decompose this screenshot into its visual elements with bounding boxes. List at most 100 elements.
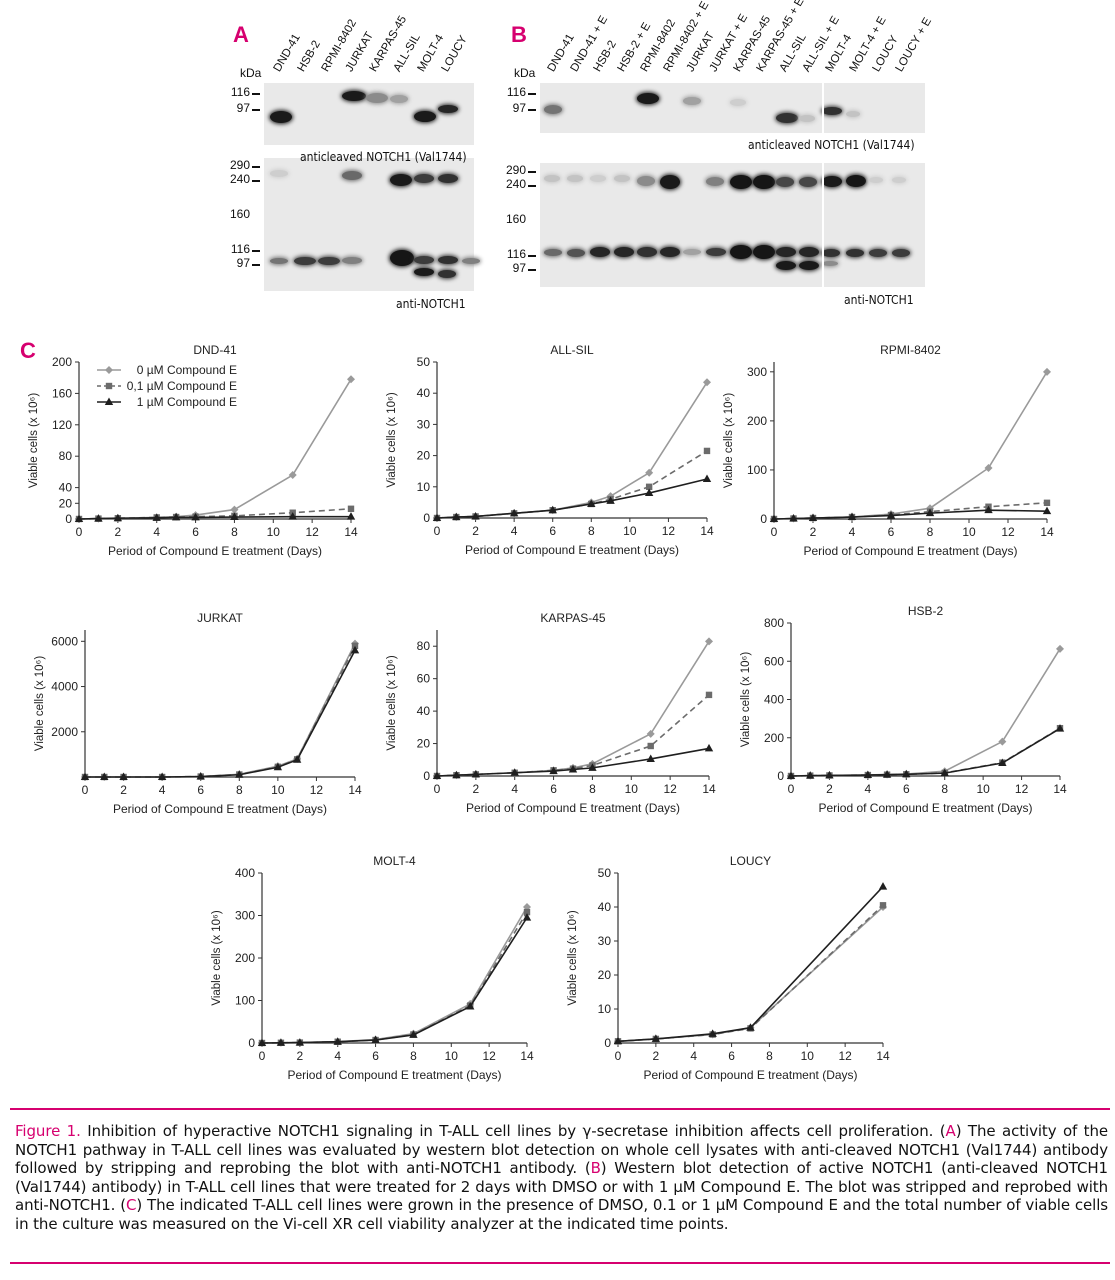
data-point	[191, 512, 200, 521]
x-tick-label: 12	[838, 1049, 852, 1063]
series-line	[85, 645, 356, 778]
figure-label: Figure 1.	[15, 1122, 81, 1140]
data-point	[984, 463, 993, 472]
data-point	[466, 1001, 475, 1010]
series-line	[790, 648, 1061, 777]
data-point	[825, 770, 834, 779]
protein-band	[613, 175, 630, 182]
data-point	[646, 729, 655, 738]
x-tick-label: 10	[271, 783, 285, 797]
x-tick-label: 6	[372, 1049, 379, 1063]
y-tick-label: 0	[423, 769, 430, 783]
x-tick-label: 10	[801, 1049, 815, 1063]
data-point	[113, 513, 123, 522]
x-tick-label: 8	[236, 783, 243, 797]
mw-marker-tick	[528, 269, 536, 271]
data-point	[351, 642, 359, 650]
protein-band	[414, 174, 434, 183]
x-axis-label: Period of Compound E treatment (Days)	[818, 801, 1032, 815]
x-tick-label: 0	[82, 783, 89, 797]
data-point	[292, 755, 302, 763]
protein-band	[438, 256, 458, 264]
y-tick-label: 50	[598, 866, 612, 880]
data-point	[704, 743, 714, 752]
caption-ref-b: B	[590, 1159, 601, 1178]
protein-band	[845, 175, 866, 187]
y-tick-label: 40	[598, 900, 612, 914]
series-line	[617, 904, 884, 1043]
y-tick-label: 40	[417, 386, 431, 400]
data-point	[104, 397, 114, 405]
y-tick-label: 0	[777, 769, 784, 783]
protein-band	[845, 249, 864, 257]
legend-label: 0,1 µM Compound E	[127, 379, 237, 393]
y-tick-label: 100	[235, 994, 255, 1008]
data-point	[523, 908, 531, 916]
protein-band	[868, 177, 883, 183]
x-tick-label: 2	[472, 524, 479, 538]
blot-bottom-caption: anti-NOTCH1	[396, 297, 466, 311]
legend-label: 1 µM Compound E	[137, 395, 237, 409]
x-tick-label: 4	[511, 524, 518, 538]
mw-marker-label: 97	[512, 261, 526, 275]
data-point	[257, 1038, 267, 1046]
x-tick-label: 2	[473, 782, 480, 796]
protein-band	[390, 95, 408, 103]
mw-marker-label: 240	[505, 177, 526, 191]
x-axis-label: Period of Compound E treatment (Days)	[108, 544, 322, 558]
x-tick-label: 14	[344, 525, 358, 539]
data-point	[646, 754, 655, 762]
mw-marker-label: 116	[506, 85, 526, 99]
data-point	[645, 468, 654, 477]
panel-letter-c: C	[20, 338, 36, 363]
x-axis-label: Period of Compound E treatment (Days)	[287, 1068, 501, 1082]
protein-band	[636, 247, 657, 257]
data-point	[902, 769, 911, 778]
x-tick-label: 6	[888, 525, 895, 539]
protein-band	[544, 249, 562, 256]
y-axis-label: Viable cells (x 10⁶)	[34, 656, 46, 751]
x-tick-label: 8	[410, 1049, 417, 1063]
protein-band	[822, 107, 843, 115]
series-line	[436, 478, 708, 519]
data-point	[522, 913, 532, 921]
x-tick-label: 4	[153, 525, 160, 539]
line-chart-karpas-45: KARPAS-45 0 20 40 60 80 0 2 4 6 8 10 12 14 Period of C…	[386, 611, 716, 815]
mw-marker-tick	[252, 180, 260, 182]
y-tick-label: 80	[417, 639, 431, 653]
x-tick-label: 0	[76, 525, 83, 539]
line-chart-loucy: LOUCY 0 10 20 30 40 50 0 2 4 6 8 10 12 14 Period of Com…	[567, 854, 890, 1082]
x-tick-label: 0	[615, 1049, 622, 1063]
x-axis-label: Period of Compound E treatment (Days)	[803, 544, 1017, 558]
protein-band	[438, 270, 456, 278]
protein-band	[270, 258, 288, 264]
x-tick-label: 4	[334, 1049, 341, 1063]
data-point	[1043, 367, 1051, 376]
y-axis-label: Viable cells (x 10⁶)	[740, 652, 752, 747]
y-tick-label: 0	[248, 1036, 255, 1050]
data-point	[347, 375, 355, 384]
data-point	[347, 505, 355, 512]
data-point	[863, 770, 873, 779]
data-point	[568, 765, 578, 773]
x-tick-label: 14	[1053, 782, 1067, 796]
protein-band	[342, 257, 362, 264]
chart-title: DND-41	[193, 343, 237, 357]
data-point	[705, 637, 713, 646]
data-point	[879, 902, 887, 909]
data-point	[786, 771, 796, 779]
x-tick-label: 10	[976, 782, 990, 796]
x-tick-label: 8	[927, 525, 934, 539]
protein-band	[683, 249, 702, 255]
y-tick-label: 80	[59, 449, 73, 463]
x-tick-label: 10	[267, 525, 281, 539]
y-tick-label: 200	[764, 731, 784, 745]
y-tick-label: 0	[65, 512, 72, 526]
y-tick-label: 20	[598, 968, 612, 982]
x-tick-label: 14	[1040, 525, 1054, 539]
protein-band	[342, 91, 366, 101]
x-tick-label: 14	[348, 783, 362, 797]
x-axis-label: Period of Compound E treatment (Days)	[113, 802, 327, 816]
data-point	[346, 512, 356, 520]
figure-caption: Figure 1. Inhibition of hyperactive NOTC…	[15, 1122, 1108, 1234]
